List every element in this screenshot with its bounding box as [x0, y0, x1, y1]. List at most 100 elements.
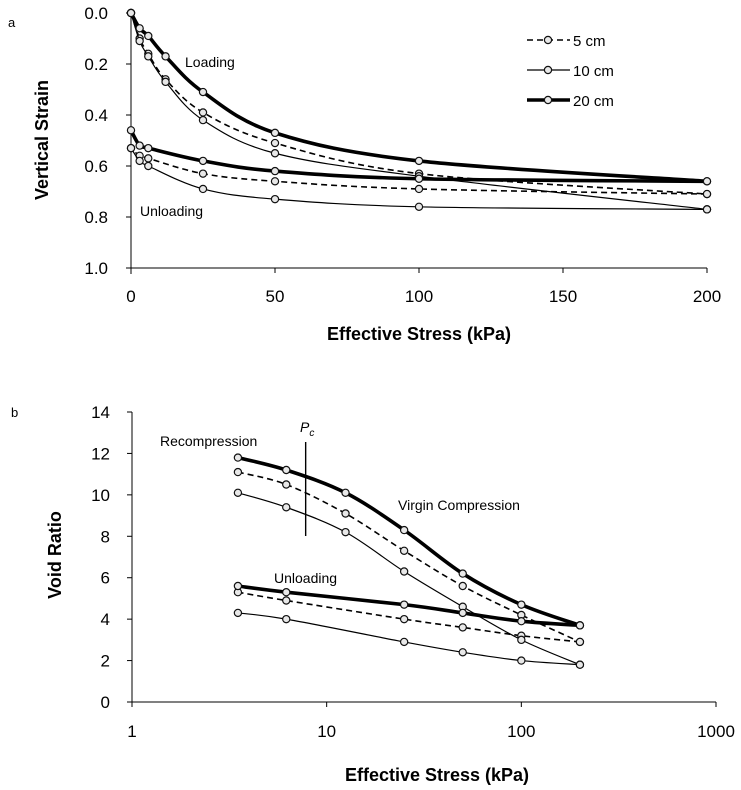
panel-a-annotation-unloading: Unloading: [140, 203, 203, 219]
panel-b-series-20cm-loading-point-0: [233, 453, 243, 462]
panel-b-series-5cm-loading-point-4: [458, 581, 467, 591]
panel-a-series-10cm-loading-point-2: [144, 52, 153, 61]
panel-a-series-10cm-loading-point-1: [135, 36, 144, 46]
panel-a-series-5cm-unloading-point-1: [414, 184, 424, 194]
panel-a-y-tick-label-0: 0.0: [84, 4, 108, 23]
panel-a-series-10cm-unloading-point-4: [144, 161, 153, 171]
panel-a-series-20cm-loading-point-6: [414, 156, 424, 166]
panel-b-annotation-virgin-compression: Virgin Compression: [398, 497, 520, 513]
panel-b-x-axis-label: Effective Stress (kPa): [345, 765, 529, 785]
panel-a-series-10cm-unloading-point-2: [270, 194, 280, 204]
panel-b-series-5cm-loading-point-2: [341, 509, 350, 518]
panel-a-series-20cm-unloading-point-3: [198, 156, 208, 166]
panel-b-y-tick-label-4: 8: [101, 527, 110, 546]
panel-b-annotation-recompression: Recompression: [160, 433, 257, 449]
legend-marker-1: [543, 65, 553, 75]
panel-b-x-tick-label-3: 1000: [697, 722, 735, 741]
panel-b-letter: b: [11, 405, 18, 420]
panel-b-pc-label: Pc: [300, 419, 314, 439]
panel-a-series-5cm-unloading-point-4: [144, 154, 153, 163]
panel-a-series-20cm-unloading-point-5: [135, 141, 144, 150]
panel-b-series-10cm-unloading-point-4: [282, 614, 291, 624]
panel-a-legend: 5 cm 10 cm 20 cm: [527, 33, 614, 110]
panel-b-series-10cm-loading-point-5: [517, 635, 526, 645]
panel-a-series-5cm-unloading-point-3: [198, 169, 208, 178]
panel-b-series-5cm-loading-point-1: [282, 480, 291, 489]
panel-b-series-20cm-loading-point-3: [399, 525, 409, 535]
panel-a-series-20cm-unloading-point-6: [126, 126, 136, 135]
panel-a-series-20cm-loading-line: [129, 12, 708, 184]
panel-a-x-tick-label-1: 50: [266, 287, 285, 306]
panel-b-series-10cm-loading-point-0: [233, 488, 243, 497]
pc-label-main: P: [300, 419, 310, 435]
panel-a-annotation-loading: Loading: [185, 54, 235, 70]
panel-b-y-tick-label-1: 2: [101, 652, 110, 671]
panel-a-y-tick-label-3: 0.6: [84, 157, 108, 176]
panel-a-x-axis-label: Effective Stress (kPa): [327, 324, 511, 344]
panel-b-series-5cm-unloading-line: [237, 591, 581, 643]
panel-b-series-20cm-loading-point-4: [458, 569, 467, 578]
panel-b-y-tick-label-7: 14: [91, 403, 110, 422]
panel-a-series-10cm-loading-point-3: [161, 77, 170, 87]
panel-a-series-20cm-loading-point-3: [161, 52, 170, 61]
panel-b-series-20cm-unloading-point-3: [399, 600, 409, 609]
panel-b-series-20cm-loading-point-5: [517, 600, 526, 609]
panel-b-series-10cm-loading-point-1: [282, 503, 291, 512]
pc-label-subscript: c: [309, 428, 314, 439]
panel-a-series-5cm-unloading-point-0: [702, 189, 712, 199]
panel-b-x-tick-label-2: 100: [507, 722, 535, 741]
panel-a-series-20cm-loading-point-5: [270, 128, 280, 138]
panel-a-series-10cm-unloading-point-5: [135, 156, 144, 166]
panel-b-y-tick-label-0: 0: [101, 693, 110, 712]
panel-b-series-5cm-unloading-point-4: [282, 596, 291, 605]
panel-a-x-tick-label-2: 100: [405, 287, 433, 306]
panel-a-series-10cm-unloading-point-1: [414, 202, 424, 211]
panel-a-series-20cm-unloading-point-2: [270, 166, 280, 176]
panel-a-x-tick-label-0: 0: [126, 287, 135, 306]
panel-a-series-10cm-loading-point-4: [198, 115, 208, 125]
panel-b-series-10cm-unloading-point-2: [458, 648, 467, 657]
panel-a-x-tick-label-3: 150: [549, 287, 577, 306]
panel-b-series-20cm-unloading-point-0: [575, 621, 585, 630]
panel-b-series-20cm-unloading-point-1: [517, 617, 526, 626]
panel-a-series-20cm-loading-point-4: [198, 87, 208, 97]
legend-label-2: 20 cm: [573, 93, 614, 110]
panel-b-x-tick-label-1: 10: [317, 722, 336, 741]
panel-a-y-tick-label-5: 1.0: [84, 259, 108, 278]
panel-b-annotation-unloading: Unloading: [274, 570, 337, 586]
panel-a-series-10cm-loading-point-5: [270, 149, 280, 158]
legend-marker-2: [543, 95, 553, 105]
panel-b-series-10cm-unloading-point-0: [575, 660, 585, 669]
panel-b: b 0 2 4 6 8 10 12 14 1 10 100 1000 Effective Stress (…: [11, 403, 735, 785]
panel-b-series-10cm-unloading-point-3: [399, 637, 409, 647]
panel-a-series-20cm-loading-point-2: [144, 31, 153, 41]
panel-b-series-10cm-unloading-point-1: [517, 656, 526, 665]
panel-a-series-5cm-unloading-line: [130, 147, 708, 195]
legend-label-1: 10 cm: [573, 63, 614, 80]
panel-b-y-axis-label: Void Ratio: [45, 511, 65, 599]
panel-a-series-10cm-unloading-point-6: [126, 143, 136, 153]
panel-b-y-tick-label-6: 12: [91, 444, 110, 463]
legend-label-0: 5 cm: [573, 33, 606, 50]
panel-a-series-5cm-loading-point-4: [198, 108, 208, 117]
panel-b-series-20cm-unloading-point-2: [458, 608, 467, 618]
panel-b-y-tick-label-5: 10: [91, 486, 110, 505]
panel-b-series-20cm-unloading-point-4: [282, 588, 291, 597]
panel-a-series-20cm-unloading-point-4: [144, 143, 153, 153]
panel-b-series-20cm-unloading-point-5: [233, 581, 243, 591]
panel-b-series-20cm-loading-point-1: [282, 465, 291, 475]
panel-a-series-5cm-loading-point-5: [270, 138, 280, 148]
panel-a-series-10cm-unloading-point-3: [198, 184, 208, 194]
panel-a-series-10cm-unloading-point-0: [702, 205, 712, 214]
legend-marker-0: [543, 35, 553, 45]
panel-a-series-10cm-loading-line: [130, 12, 708, 210]
panel-b-series-5cm-unloading-point-2: [458, 623, 467, 632]
panel-b-series-5cm-loading-point-0: [233, 467, 243, 477]
panel-b-y-tick-label-3: 6: [101, 569, 110, 588]
panel-a-series-20cm-unloading-point-1: [414, 174, 424, 183]
panel-a: a 0.0 0.2 0.4 0.6 0.8 1.0 0 50 100 150 200 Effective…: [8, 4, 721, 344]
panel-a-y-tick-label-2: 0.4: [84, 106, 108, 125]
panel-b-series-10cm-unloading-point-5: [233, 608, 243, 618]
panel-b-series-5cm-loading-point-3: [399, 546, 409, 555]
